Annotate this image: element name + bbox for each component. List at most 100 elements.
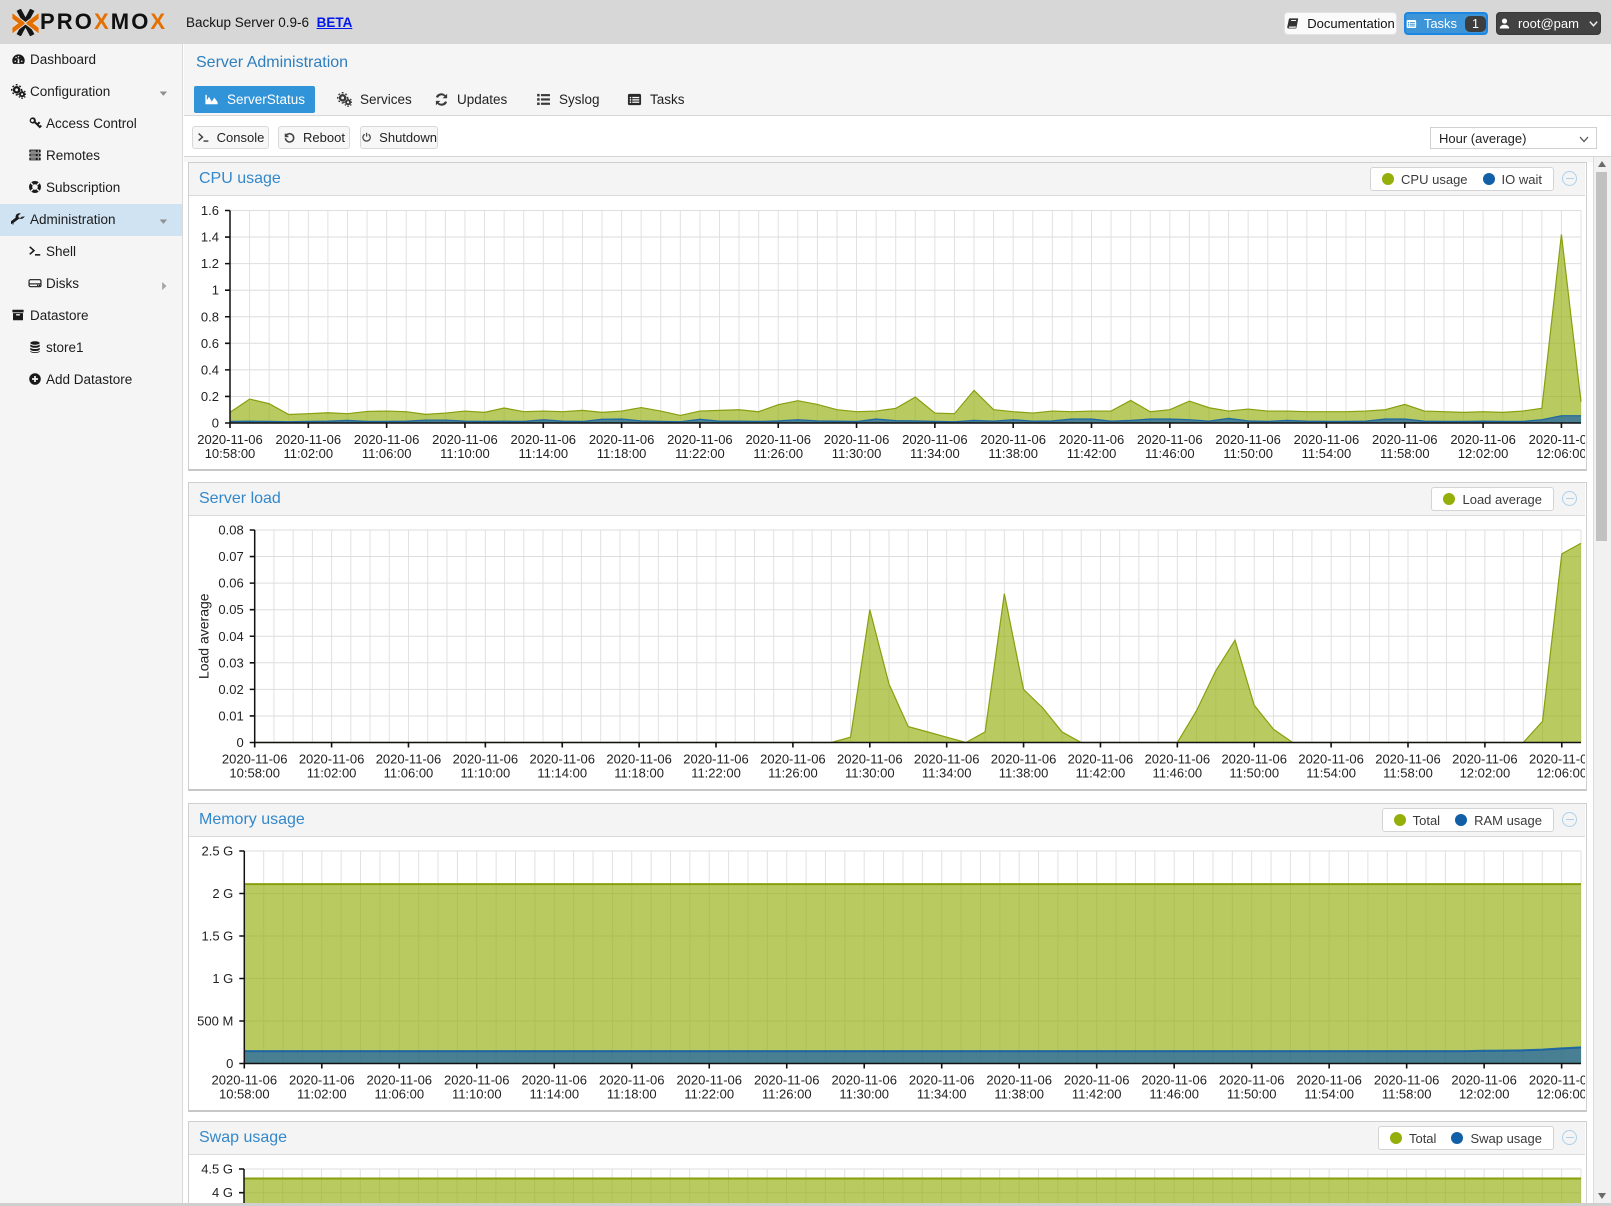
svg-text:2020-11-06: 2020-11-06 [1529,752,1585,767]
svg-text:2020-11-06: 2020-11-06 [980,432,1046,447]
svg-text:2020-11-06: 2020-11-06 [1137,432,1203,447]
svg-text:2020-11-06: 2020-11-06 [1141,1073,1207,1088]
svg-text:2020-11-06: 2020-11-06 [1215,432,1281,447]
svg-text:11:50:00: 11:50:00 [1227,1087,1277,1102]
svg-text:500 M: 500 M [197,1014,233,1029]
svg-text:2020-11-06: 2020-11-06 [1452,752,1518,767]
svg-text:11:18:00: 11:18:00 [597,446,647,461]
svg-text:2020-11-06: 2020-11-06 [354,432,420,447]
svg-text:11:10:00: 11:10:00 [440,446,490,461]
svg-text:11:58:00: 11:58:00 [1380,446,1430,461]
svg-text:2020-11-06: 2020-11-06 [1374,1073,1440,1088]
svg-text:12:06:00: 12:06:00 [1536,766,1585,781]
svg-text:0.07: 0.07 [218,549,243,564]
svg-text:11:18:00: 11:18:00 [614,766,664,781]
svg-text:11:50:00: 11:50:00 [1223,446,1273,461]
svg-text:2020-11-06: 2020-11-06 [529,752,595,767]
svg-text:2020-11-06: 2020-11-06 [986,1073,1052,1088]
svg-text:11:50:00: 11:50:00 [1229,766,1279,781]
svg-text:2020-11-06: 2020-11-06 [1298,752,1364,767]
svg-text:11:34:00: 11:34:00 [922,766,972,781]
svg-text:2020-11-06: 2020-11-06 [831,1073,897,1088]
svg-text:11:30:00: 11:30:00 [839,1087,889,1102]
svg-text:2020-11-06: 2020-11-06 [1294,432,1360,447]
svg-text:2 G: 2 G [212,886,233,901]
svg-text:2020-11-06: 2020-11-06 [367,1073,433,1088]
svg-text:11:02:00: 11:02:00 [283,446,333,461]
svg-text:10:58:00: 10:58:00 [205,446,256,461]
svg-text:Load average: Load average [196,593,212,679]
svg-text:0.08: 0.08 [218,523,243,538]
svg-text:2020-11-06: 2020-11-06 [914,752,980,767]
svg-text:0.06: 0.06 [218,576,243,591]
svg-text:2020-11-06: 2020-11-06 [760,752,826,767]
svg-text:2020-11-06: 2020-11-06 [606,752,672,767]
svg-text:10:58:00: 10:58:00 [229,766,280,781]
svg-text:2020-11-06: 2020-11-06 [444,1073,510,1088]
svg-text:11:22:00: 11:22:00 [691,766,741,781]
svg-text:11:10:00: 11:10:00 [461,766,511,781]
svg-text:0: 0 [212,416,219,431]
svg-text:2020-11-06: 2020-11-06 [909,1073,975,1088]
svg-text:12:02:00: 12:02:00 [1458,446,1509,461]
svg-text:11:42:00: 11:42:00 [1067,446,1117,461]
svg-text:2020-11-06: 2020-11-06 [683,752,749,767]
svg-text:2020-11-06: 2020-11-06 [222,752,288,767]
svg-text:1.6: 1.6 [201,203,219,218]
svg-text:1: 1 [212,283,219,298]
svg-text:2020-11-06: 2020-11-06 [1375,752,1441,767]
svg-text:12:02:00: 12:02:00 [1460,766,1511,781]
svg-text:2020-11-06: 2020-11-06 [676,1073,742,1088]
svg-text:2020-11-06: 2020-11-06 [1068,752,1134,767]
svg-text:11:18:00: 11:18:00 [607,1087,657,1102]
svg-text:0.05: 0.05 [218,602,243,617]
svg-text:2020-11-06: 2020-11-06 [511,432,577,447]
svg-text:11:58:00: 11:58:00 [1383,766,1433,781]
svg-text:11:22:00: 11:22:00 [675,446,725,461]
svg-text:11:30:00: 11:30:00 [832,446,882,461]
svg-text:2020-11-06: 2020-11-06 [432,432,498,447]
svg-text:0.02: 0.02 [218,682,243,697]
svg-text:4 G: 4 G [212,1185,233,1200]
svg-text:2020-11-06: 2020-11-06 [1529,432,1585,447]
svg-text:2020-11-06: 2020-11-06 [289,1073,355,1088]
svg-text:0.04: 0.04 [218,629,243,644]
svg-text:2020-11-06: 2020-11-06 [745,432,811,447]
svg-text:11:06:00: 11:06:00 [384,766,434,781]
svg-text:11:38:00: 11:38:00 [994,1087,1044,1102]
svg-text:11:30:00: 11:30:00 [845,766,895,781]
svg-text:1.2: 1.2 [201,256,219,271]
svg-text:2020-11-06: 2020-11-06 [1372,432,1438,447]
svg-text:11:26:00: 11:26:00 [753,446,803,461]
svg-text:11:54:00: 11:54:00 [1306,766,1356,781]
svg-text:2020-11-06: 2020-11-06 [837,752,903,767]
svg-text:11:14:00: 11:14:00 [518,446,568,461]
svg-text:12:06:00: 12:06:00 [1536,446,1585,461]
svg-text:11:42:00: 11:42:00 [1072,1087,1122,1102]
svg-text:2020-11-06: 2020-11-06 [197,432,263,447]
svg-text:2020-11-06: 2020-11-06 [1221,752,1287,767]
svg-text:11:06:00: 11:06:00 [374,1087,424,1102]
svg-text:2020-11-06: 2020-11-06 [1064,1073,1130,1088]
svg-text:0.4: 0.4 [201,362,219,377]
svg-text:2020-11-06: 2020-11-06 [453,752,519,767]
svg-text:0: 0 [236,735,243,750]
svg-text:11:58:00: 11:58:00 [1382,1087,1432,1102]
svg-text:2020-11-06: 2020-11-06 [212,1073,278,1088]
svg-text:0.6: 0.6 [201,336,219,351]
svg-text:0.03: 0.03 [218,655,243,670]
svg-text:11:38:00: 11:38:00 [999,766,1049,781]
svg-text:11:46:00: 11:46:00 [1145,446,1195,461]
svg-text:11:54:00: 11:54:00 [1302,446,1352,461]
svg-text:11:26:00: 11:26:00 [768,766,818,781]
svg-text:11:10:00: 11:10:00 [452,1087,502,1102]
svg-text:10:58:00: 10:58:00 [219,1087,270,1102]
svg-text:11:46:00: 11:46:00 [1153,766,1203,781]
svg-text:2020-11-06: 2020-11-06 [299,752,365,767]
svg-text:11:14:00: 11:14:00 [529,1087,579,1102]
svg-text:2020-11-06: 2020-11-06 [991,752,1057,767]
svg-text:2020-11-06: 2020-11-06 [1451,1073,1517,1088]
svg-text:11:54:00: 11:54:00 [1304,1087,1354,1102]
svg-text:2020-11-06: 2020-11-06 [276,432,342,447]
svg-text:0: 0 [226,1056,233,1071]
